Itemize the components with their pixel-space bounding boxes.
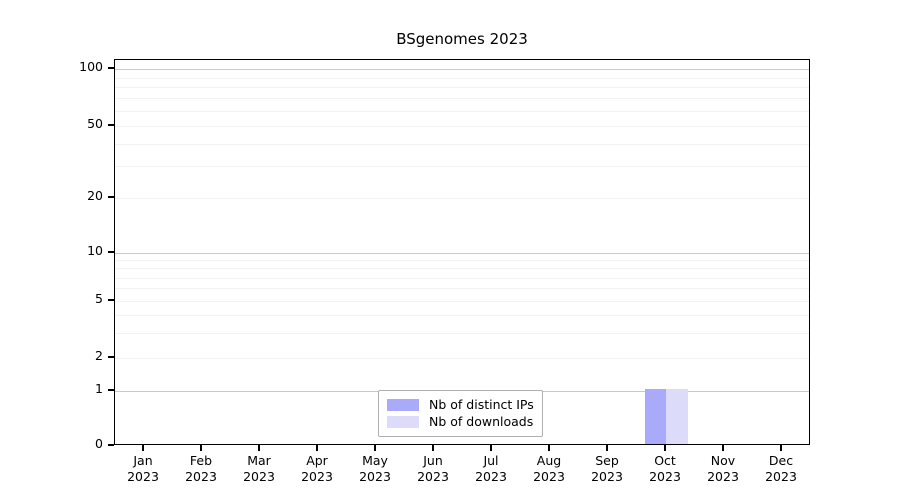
chart-legend: Nb of distinct IPs Nb of downloads bbox=[378, 390, 543, 437]
gridline bbox=[115, 301, 809, 302]
x-tick-year: 2023 bbox=[475, 469, 507, 484]
x-tick-mark bbox=[374, 445, 376, 451]
y-tick-mark bbox=[108, 67, 114, 69]
x-tick-month: Feb bbox=[189, 453, 213, 468]
legend-item: Nb of distinct IPs bbox=[387, 396, 534, 413]
x-tick-mark bbox=[316, 445, 318, 451]
gridline bbox=[115, 198, 809, 199]
x-tick-month: May bbox=[362, 453, 388, 468]
y-tick-label: 10 bbox=[87, 243, 103, 258]
x-tick-month: Jul bbox=[483, 453, 499, 468]
x-tick-year: 2023 bbox=[127, 469, 159, 484]
gridline bbox=[115, 253, 809, 254]
x-tick-label: Oct 2023 bbox=[625, 453, 705, 485]
gridline bbox=[115, 358, 809, 359]
legend-label: Nb of downloads bbox=[429, 414, 534, 429]
chart-title: BSgenomes 2023 bbox=[396, 30, 528, 48]
x-tick-year: 2023 bbox=[765, 469, 797, 484]
gridline bbox=[115, 332, 809, 334]
x-tick-month: Jun bbox=[423, 453, 443, 468]
x-tick-year: 2023 bbox=[243, 469, 275, 484]
gridline bbox=[115, 166, 809, 168]
bar-downloads bbox=[666, 389, 688, 444]
y-tick-mark bbox=[108, 444, 114, 446]
y-tick-label: 5 bbox=[95, 291, 103, 306]
plot-area bbox=[114, 59, 810, 445]
x-tick-label: Apr 2023 bbox=[277, 453, 357, 485]
x-tick-month: Aug bbox=[536, 453, 562, 468]
y-tick-mark bbox=[108, 124, 114, 126]
x-tick-label: Nov 2023 bbox=[683, 453, 763, 485]
y-tick-label: 0 bbox=[95, 436, 103, 451]
x-tick-label: Jan 2023 bbox=[103, 453, 183, 485]
x-tick-mark bbox=[780, 445, 782, 451]
gridline bbox=[115, 111, 809, 112]
gridline bbox=[115, 260, 809, 262]
x-tick-year: 2023 bbox=[533, 469, 565, 484]
x-tick-mark bbox=[142, 445, 144, 451]
gridline bbox=[115, 98, 809, 100]
x-tick-year: 2023 bbox=[707, 469, 739, 484]
y-tick-mark bbox=[108, 356, 114, 358]
legend-item: Nb of downloads bbox=[387, 413, 534, 430]
x-tick-year: 2023 bbox=[359, 469, 391, 484]
y-tick-label: 1 bbox=[95, 381, 103, 396]
gridline bbox=[115, 126, 809, 127]
x-tick-label: Mar 2023 bbox=[219, 453, 299, 485]
gridline bbox=[115, 277, 809, 279]
x-tick-label: Sep 2023 bbox=[567, 453, 647, 485]
x-tick-mark bbox=[548, 445, 550, 451]
x-tick-year: 2023 bbox=[649, 469, 681, 484]
x-tick-month: Oct bbox=[654, 453, 676, 468]
x-tick-month: Apr bbox=[306, 453, 328, 468]
bar-distinct-ips bbox=[644, 389, 666, 444]
gridline bbox=[115, 87, 809, 89]
x-tick-mark bbox=[490, 445, 492, 451]
x-tick-month: Dec bbox=[768, 453, 794, 468]
legend-label: Nb of distinct IPs bbox=[429, 397, 534, 412]
x-tick-year: 2023 bbox=[301, 469, 333, 484]
y-tick-label: 50 bbox=[87, 116, 103, 131]
gridline bbox=[115, 268, 809, 270]
x-tick-label: Jun 2023 bbox=[393, 453, 473, 485]
x-tick-month: Jan bbox=[133, 453, 153, 468]
x-tick-month: Mar bbox=[247, 453, 271, 468]
x-tick-label: Dec 2023 bbox=[741, 453, 821, 485]
gridline bbox=[115, 77, 809, 79]
y-tick-mark bbox=[108, 299, 114, 301]
gridline bbox=[115, 143, 809, 145]
x-tick-label: May 2023 bbox=[335, 453, 415, 485]
gridline bbox=[115, 288, 809, 290]
x-tick-month: Sep bbox=[595, 453, 619, 468]
x-tick-mark bbox=[606, 445, 608, 451]
x-tick-mark bbox=[722, 445, 724, 451]
x-tick-mark bbox=[200, 445, 202, 451]
gridline bbox=[115, 69, 809, 70]
y-tick-mark bbox=[108, 389, 114, 391]
x-tick-mark bbox=[258, 445, 260, 451]
y-tick-mark bbox=[108, 251, 114, 253]
y-tick-label: 100 bbox=[79, 59, 103, 74]
x-tick-mark bbox=[664, 445, 666, 451]
x-tick-label: Aug 2023 bbox=[509, 453, 589, 485]
y-tick-label: 20 bbox=[87, 188, 103, 203]
x-tick-label: Feb 2023 bbox=[161, 453, 241, 485]
y-tick-label: 2 bbox=[95, 348, 103, 363]
x-tick-mark bbox=[432, 445, 434, 451]
x-tick-label: Jul 2023 bbox=[451, 453, 531, 485]
y-tick-mark bbox=[108, 196, 114, 198]
gridline bbox=[115, 314, 809, 316]
x-tick-year: 2023 bbox=[417, 469, 449, 484]
legend-swatch-distinct-ips bbox=[387, 398, 419, 411]
x-tick-year: 2023 bbox=[591, 469, 623, 484]
legend-swatch-downloads bbox=[387, 415, 419, 428]
x-tick-month: Nov bbox=[710, 453, 736, 468]
x-tick-year: 2023 bbox=[185, 469, 217, 484]
